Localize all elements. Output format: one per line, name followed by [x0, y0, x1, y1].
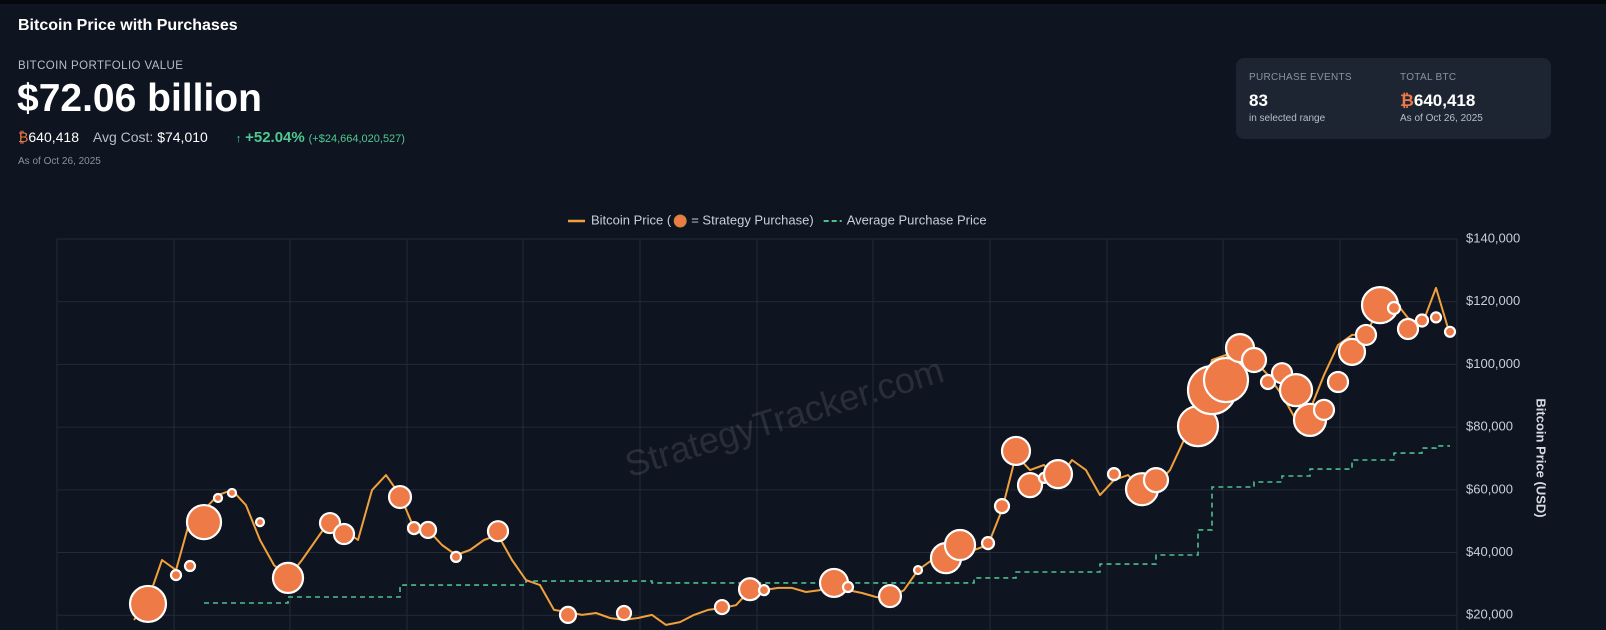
purchase-marker [1354, 323, 1378, 347]
purchase-marker [185, 503, 223, 541]
purchase-marker [1312, 398, 1336, 421]
purchase-marker [1429, 311, 1443, 324]
purchase-marker [418, 520, 438, 540]
purchase-marker [212, 492, 224, 504]
y-tick-label: $40,000 [1466, 544, 1513, 559]
stat-value-row: ₿640,418 [1400, 91, 1475, 111]
purchase-marker [737, 577, 763, 602]
y-tick-label: $120,000 [1466, 293, 1520, 308]
y-tick-label: $140,000 [1466, 230, 1520, 245]
top-edge [0, 0, 1606, 4]
purchase-marker [387, 484, 413, 510]
y-tick-label: $100,000 [1466, 356, 1520, 371]
purchase-marker [1016, 472, 1044, 499]
summary-row: ₿640,418 Avg Cost: $74,010 ↑ +52.04% (+$… [18, 129, 405, 146]
legend-label: Bitcoin Price ( [591, 212, 672, 227]
y-tick-label: $80,000 [1466, 419, 1513, 434]
purchase-marker [1396, 317, 1420, 341]
purchase-marker [254, 517, 266, 528]
legend-swatch [673, 214, 687, 228]
purchase-marker [558, 605, 578, 625]
purchase-marker [332, 522, 356, 546]
purchase-marker [1240, 346, 1268, 374]
purchase-marker [183, 559, 197, 573]
as-of: As of Oct 26, 2025 [18, 156, 101, 167]
change-usd: (+$24,664,020,527) [308, 133, 405, 145]
purchase-marker [1414, 313, 1430, 328]
stat-label: PURCHASE EVENTS [1249, 72, 1352, 83]
purchase-marker [757, 584, 771, 597]
avg-cost-label: Avg Cost: [92, 129, 154, 145]
change-pct: +52.04% [245, 129, 305, 146]
purchase-marker [1326, 370, 1350, 394]
legend-label: Average Purchase Price [847, 212, 987, 227]
legend: Bitcoin Price ( = Strategy Purchase) Avera… [568, 212, 987, 228]
plot-area [128, 286, 1457, 626]
purchase-marker [1202, 356, 1250, 404]
purchase-marker [169, 568, 183, 582]
purchase-marker [271, 561, 305, 595]
purchase-marker [1106, 467, 1122, 482]
purchase-marker [449, 550, 463, 564]
purchase-marker [1042, 459, 1074, 490]
btc-symbol: ₿ [1400, 91, 1414, 110]
change-arrow: ↑ [235, 133, 242, 145]
stat-value: 83 [1249, 91, 1268, 110]
purchase-marker [1386, 300, 1402, 316]
avg-cost: $74,010 [157, 129, 208, 145]
btc-symbol: ₿ [18, 129, 29, 145]
legend-label: = Strategy Purchase) [691, 212, 813, 227]
stat-label: TOTAL BTC [1400, 72, 1457, 83]
purchase-marker [128, 584, 168, 624]
purchase-marker [993, 498, 1011, 515]
purchase-marker [1337, 337, 1367, 366]
average-price-line [204, 445, 1450, 604]
purchase-marker [1259, 373, 1277, 391]
purchase-marker [877, 584, 903, 609]
watermark: StrategyTracker.com [620, 349, 948, 485]
purchase-marker [486, 520, 510, 543]
price-line [133, 286, 1451, 626]
purchase-marker [615, 604, 633, 622]
purchase-marker [912, 564, 924, 576]
purchase-marker [841, 580, 855, 594]
portfolio-label: BITCOIN PORTFOLIO VALUE [18, 60, 184, 72]
y-tick-label: $20,000 [1466, 607, 1513, 622]
purchase-marker [1000, 435, 1032, 467]
purchase-marker [1278, 373, 1314, 408]
stats-panel: PURCHASE EVENTS 83 in selected range TOT… [1236, 58, 1551, 139]
purchase-marker [943, 528, 977, 562]
portfolio-value: $72.06 billion [17, 77, 262, 120]
btc-amount: 640,418 [28, 129, 79, 145]
purchase-marker [980, 536, 996, 551]
purchase-marker [713, 598, 731, 616]
y-axis-title: Bitcoin Price (USD) [1534, 398, 1549, 517]
stat-value: 640,418 [1413, 91, 1476, 110]
stat-note: in selected range [1249, 113, 1326, 124]
purchase-marker [226, 487, 238, 499]
purchase-marker [406, 520, 422, 536]
purchase-marker [1443, 325, 1457, 338]
stat-note: As of Oct 26, 2025 [1400, 113, 1483, 124]
purchase-marker [1142, 466, 1170, 494]
y-tick-label: $60,000 [1466, 481, 1513, 496]
page-title: Bitcoin Price with Purchases [18, 17, 238, 34]
